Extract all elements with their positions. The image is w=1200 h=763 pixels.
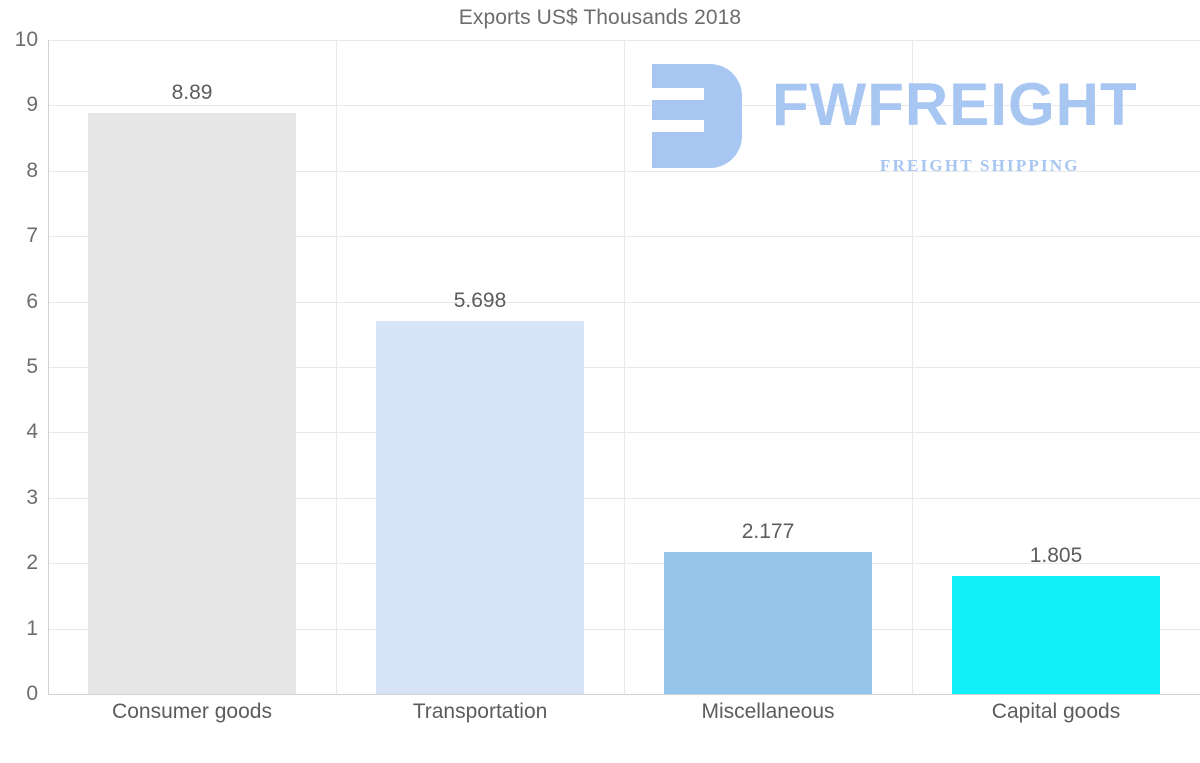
chart-title: Exports US$ Thousands 2018 [458, 6, 742, 29]
y-axis-tick-label: 9 [26, 93, 38, 117]
bar-consumer-goods[interactable] [88, 112, 296, 694]
plot-area: 0 1 2 3 4 5 6 7 8 9 10 8.89 5.698 2.177 1.805 [15, 28, 1200, 705]
x-axis-tick-label: Miscellaneous [701, 700, 835, 723]
y-axis-tick-label: 1 [26, 616, 38, 640]
gridline-vertical [624, 40, 625, 694]
bar-capital-goods[interactable] [952, 575, 1160, 694]
bar-value-label: 2.177 [741, 519, 795, 543]
gridline-vertical [912, 40, 913, 694]
bar-value-label: 5.698 [453, 289, 507, 313]
bar-value-label: 1.805 [1029, 543, 1083, 567]
bar-miscellaneous[interactable] [664, 551, 872, 694]
y-axis-tick-label: 5 [26, 355, 38, 378]
y-axis-tick-label: 4 [26, 420, 38, 444]
bar-transportation[interactable] [376, 321, 584, 694]
y-axis-tick-label: 2 [26, 551, 38, 575]
y-axis-tick-label: 10 [14, 28, 38, 51]
bar-value-label: 8.89 [171, 80, 213, 104]
x-axis-tick-label: Capital goods [991, 700, 1121, 723]
y-axis-tick-label: 6 [26, 289, 38, 313]
y-axis-tick-label: 0 [26, 682, 38, 705]
gridline-vertical [336, 40, 337, 694]
y-axis-line [48, 40, 49, 694]
gridline-horizontal [48, 694, 1200, 695]
y-axis-tick-label: 8 [26, 158, 38, 182]
x-axis-tick-label: Transportation [412, 700, 548, 723]
y-axis-tick-label: 3 [26, 485, 38, 509]
y-axis-tick-label: 7 [26, 224, 38, 248]
x-axis-tick-label: Consumer goods [112, 700, 272, 723]
